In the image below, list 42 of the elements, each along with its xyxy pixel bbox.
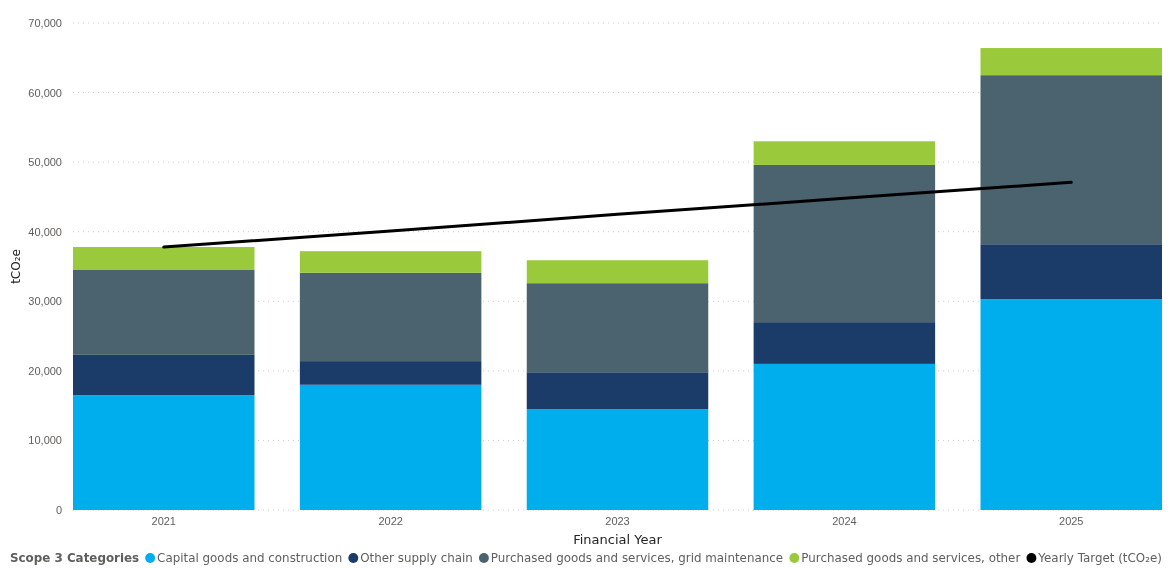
bar [980,48,1162,76]
y-tick-label: 60,000 [28,86,62,99]
bar [299,384,482,510]
bar [753,164,936,323]
y-tick-label: 40,000 [28,225,62,238]
x-axis-title: Financial Year [573,532,663,547]
x-tick-label: 2022 [378,514,403,527]
y-tick-label: 50,000 [28,156,62,169]
legend-label: Purchased goods and services, other [801,550,1021,566]
bar [526,372,709,410]
legend-label: Capital goods and construction [157,550,343,566]
bar [753,322,936,364]
legend-label: Other supply chain [360,550,473,566]
bar [980,75,1162,245]
y-axis-title: tCO₂e [9,249,23,284]
x-tick-label: 2021 [151,514,176,527]
bar [980,244,1162,300]
y-tick-label: 10,000 [28,434,62,447]
bar [73,247,255,270]
bar [980,299,1162,510]
bar [299,251,482,273]
bar [299,361,482,385]
legend-label: Purchased goods and services, grid maintenance [490,550,784,566]
line-series [162,180,1073,249]
legend-title: Scope 3 Categories [10,550,140,566]
bar [73,395,255,510]
bar [526,409,709,510]
legend-label: Yearly Target (tCO₂e) [1037,550,1162,566]
bar [753,363,936,510]
y-tick-label: 20,000 [28,364,62,377]
x-tick-label: 2024 [832,514,857,527]
y-tick-label: 0 [55,504,62,517]
y-tick-label: 30,000 [28,295,62,308]
bar [526,260,709,284]
bar [73,269,255,355]
bar [299,272,482,362]
x-tick-label: 2023 [605,514,630,527]
x-tick-label: 2025 [1059,514,1084,527]
bar [526,283,709,373]
bar [753,141,936,165]
bar [73,354,255,396]
y-tick-label: 70,000 [28,17,62,30]
